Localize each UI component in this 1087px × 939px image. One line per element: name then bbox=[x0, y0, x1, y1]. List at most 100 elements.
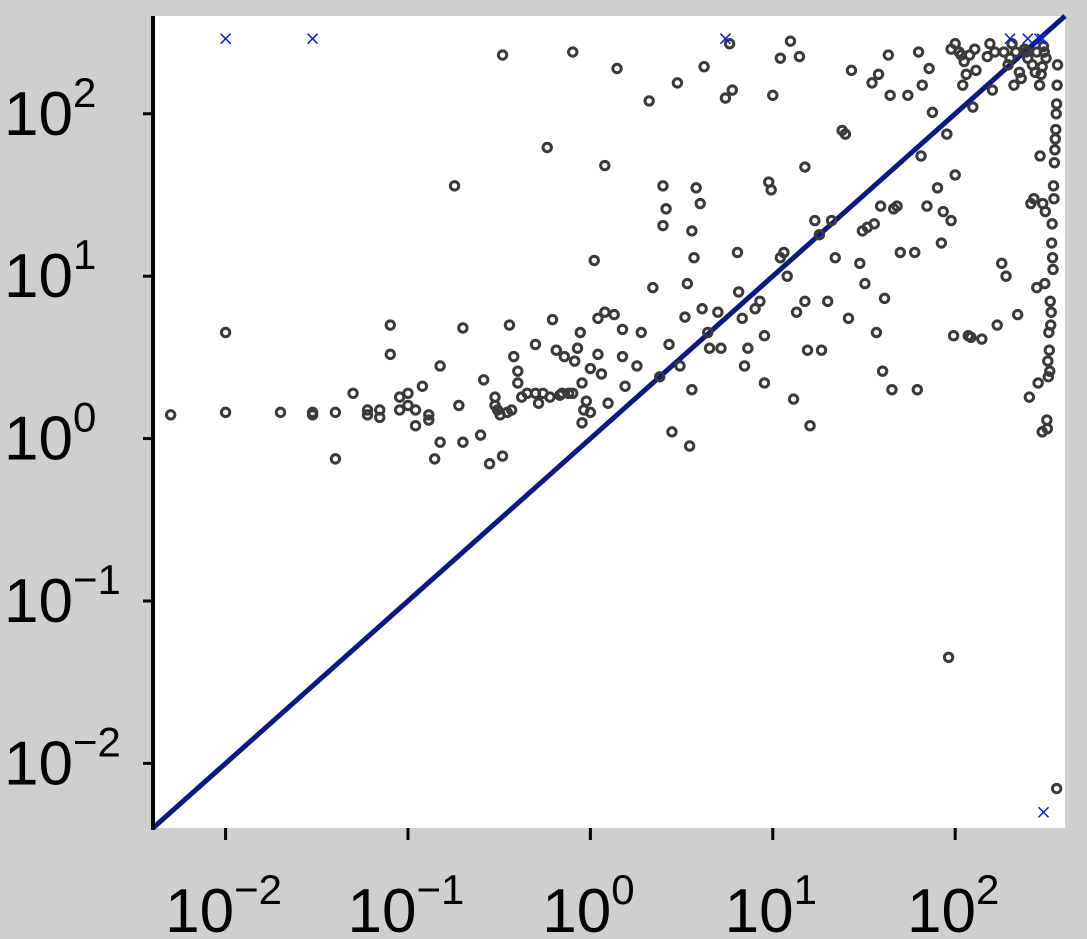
data-point bbox=[1004, 52, 1016, 64]
data-point bbox=[347, 387, 359, 400]
data-point bbox=[967, 101, 979, 113]
data-point bbox=[434, 436, 446, 448]
data-point bbox=[970, 64, 982, 77]
data-point bbox=[1038, 46, 1050, 58]
diagonal-reference-line bbox=[151, 14, 1067, 830]
data-point bbox=[778, 246, 790, 259]
data-point bbox=[457, 436, 469, 448]
data-point bbox=[921, 200, 933, 212]
data-point bbox=[688, 251, 700, 264]
data-point bbox=[969, 43, 981, 55]
data-point bbox=[991, 319, 1003, 331]
data-point bbox=[909, 246, 921, 259]
data-point bbox=[402, 387, 414, 400]
data-point bbox=[635, 326, 647, 339]
data-point bbox=[1023, 391, 1036, 403]
data-point bbox=[544, 391, 556, 403]
data-point bbox=[1008, 79, 1020, 91]
data-point bbox=[374, 404, 386, 416]
data-point bbox=[1046, 218, 1058, 230]
data-point bbox=[1046, 251, 1059, 264]
data-point bbox=[825, 214, 838, 227]
data-point bbox=[496, 450, 509, 462]
data-point bbox=[801, 344, 814, 356]
x-marker bbox=[1022, 33, 1034, 45]
data-point bbox=[393, 404, 406, 416]
data-point bbox=[1048, 156, 1061, 169]
x-tick-base: 10 bbox=[348, 877, 417, 939]
data-point bbox=[935, 237, 948, 249]
data-point bbox=[1044, 365, 1056, 377]
x-tick-base: 10 bbox=[165, 877, 234, 939]
data-point bbox=[891, 200, 903, 212]
data-point bbox=[911, 383, 924, 396]
data-point bbox=[1029, 66, 1042, 79]
data-point bbox=[799, 295, 811, 308]
data-point bbox=[984, 38, 996, 50]
data-point bbox=[1015, 72, 1027, 85]
data-point bbox=[1011, 308, 1024, 321]
x-tick-label: 100 bbox=[542, 866, 634, 939]
data-point bbox=[306, 406, 319, 419]
data-point bbox=[1050, 98, 1063, 110]
data-point bbox=[781, 270, 793, 282]
data-point bbox=[790, 306, 803, 318]
data-point bbox=[945, 214, 957, 227]
x-tick-label: 10−1 bbox=[348, 866, 465, 939]
data-point bbox=[1041, 423, 1054, 435]
data-point bbox=[996, 257, 1008, 270]
y-tick-base: 10 bbox=[4, 729, 73, 798]
data-point bbox=[453, 399, 465, 412]
y-tick-label: 101 bbox=[4, 231, 96, 311]
data-point bbox=[965, 331, 977, 344]
data-point bbox=[732, 286, 745, 298]
data-point bbox=[361, 404, 374, 416]
y-tick-label: 10−2 bbox=[4, 718, 121, 798]
x-tick-base: 10 bbox=[725, 877, 794, 939]
data-point bbox=[643, 95, 655, 107]
data-point bbox=[556, 387, 568, 400]
y-tick-exponent: 2 bbox=[73, 69, 96, 116]
data-point bbox=[874, 200, 887, 212]
y-tick-exponent: −1 bbox=[73, 556, 121, 603]
data-point bbox=[568, 355, 581, 367]
x-tick-exponent: 0 bbox=[611, 866, 634, 913]
data-point bbox=[960, 68, 972, 81]
data-point bbox=[894, 246, 906, 259]
data-point bbox=[631, 360, 643, 372]
data-point bbox=[839, 128, 852, 140]
data-point bbox=[423, 409, 435, 421]
x-axis-labels: 10−2 10−1 100 101 102 bbox=[165, 866, 999, 939]
data-point bbox=[508, 350, 520, 363]
x-axis-ticks bbox=[224, 828, 957, 840]
x-tick-exponent: −2 bbox=[234, 866, 282, 913]
data-point bbox=[845, 64, 858, 77]
data-point bbox=[663, 338, 675, 351]
data-point bbox=[884, 89, 896, 101]
data-point bbox=[1048, 192, 1060, 205]
data-point bbox=[976, 333, 988, 345]
data-point bbox=[274, 406, 287, 419]
data-point bbox=[477, 374, 490, 386]
x-tick-exponent: 1 bbox=[794, 866, 817, 913]
x-marker bbox=[1036, 33, 1048, 45]
data-point bbox=[1042, 355, 1054, 367]
x-tick-label: 10−2 bbox=[165, 866, 282, 939]
data-point bbox=[474, 429, 487, 441]
data-point bbox=[616, 323, 629, 336]
data-point bbox=[765, 184, 777, 196]
data-point bbox=[608, 308, 620, 321]
data-point bbox=[683, 440, 696, 452]
data-point bbox=[567, 387, 579, 400]
data-point bbox=[384, 348, 397, 361]
data-point bbox=[758, 377, 771, 389]
data-point bbox=[483, 458, 496, 470]
data-point bbox=[872, 68, 885, 81]
y-tick-base: 10 bbox=[4, 242, 73, 311]
data-point bbox=[726, 84, 739, 96]
data-point bbox=[657, 219, 669, 232]
data-point bbox=[937, 205, 949, 218]
x-tick-base: 10 bbox=[542, 877, 611, 939]
data-point bbox=[813, 229, 826, 241]
data-point bbox=[599, 159, 611, 172]
